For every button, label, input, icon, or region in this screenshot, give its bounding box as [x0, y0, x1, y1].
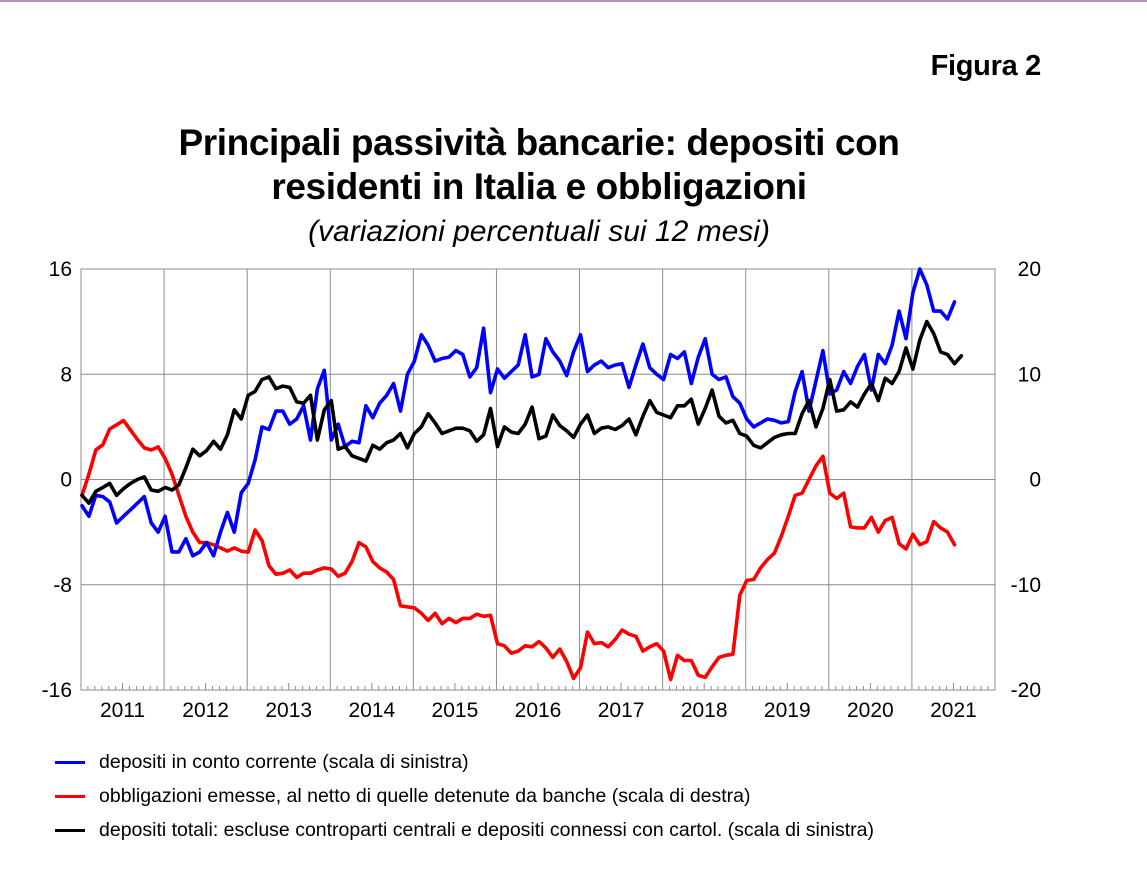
legend-swatch-red [55, 794, 85, 798]
x-tick-label: 2015 [432, 699, 479, 722]
legend: depositi in conto corrente (scala di sin… [55, 745, 874, 847]
x-tick-label: 2013 [265, 699, 312, 722]
x-tick-label: 2017 [598, 699, 645, 722]
series-line-depositi-totali [80, 319, 964, 506]
axis-labels: -16 -8 0 8 16 -20 -10 0 10 20 2011 2012 2013 2014 2015… [42, 258, 1041, 722]
legend-label: depositi in conto corrente (scala di sin… [99, 750, 469, 773]
x-tick-label: 2012 [182, 699, 229, 722]
x-tick-label: 2016 [515, 699, 562, 722]
legend-swatch-blue [55, 760, 85, 764]
legend-label: obbligazioni emesse, al netto di quelle … [99, 784, 751, 807]
series-group [80, 267, 964, 682]
line-chart: -16 -8 0 8 16 -20 -10 0 10 20 2011 2012 2013 2014 2015… [42, 258, 1041, 722]
y-right-tick-label: -10 [1011, 574, 1041, 597]
x-tick-label: 2011 [100, 699, 145, 722]
series-line-depositi-conto-corrente [80, 267, 957, 558]
y-left-tick-label: 16 [49, 258, 72, 281]
x-tick-label: 2014 [348, 699, 395, 722]
x-tick-label: 2018 [681, 699, 728, 722]
legend-item-depositi-totali: depositi totali: escluse controparti cen… [55, 813, 874, 847]
y-left-tick-label: -16 [42, 679, 72, 702]
x-tick-label: 2020 [847, 699, 894, 722]
series-line-obbligazioni [80, 418, 957, 682]
y-left-tick-label: 8 [60, 363, 72, 386]
legend-swatch-black [55, 828, 85, 832]
legend-item-obbligazioni: obbligazioni emesse, al netto di quelle … [55, 779, 874, 813]
y-right-tick-label: -20 [1011, 679, 1041, 702]
chart-title-line2: residenti in Italia e obbligazioni [271, 166, 807, 207]
legend-item-depositi-conto-corrente: depositi in conto corrente (scala di sin… [55, 745, 874, 779]
top-rule [0, 0, 1147, 2]
chart-subtitle: (variazioni percentuali sui 12 mesi) [308, 215, 770, 248]
grid [81, 268, 995, 691]
legend-label: depositi totali: escluse controparti cen… [99, 818, 874, 841]
y-right-tick-label: 0 [1029, 469, 1041, 492]
chart-title-line1: Principali passività bancarie: depositi … [178, 122, 900, 163]
y-left-tick-label: 0 [60, 469, 72, 492]
y-right-tick-label: 10 [1018, 363, 1041, 386]
axes [80, 268, 996, 691]
figure-label: Figura 2 [930, 50, 1042, 82]
x-tick-label: 2019 [764, 699, 811, 722]
y-left-tick-label: -8 [53, 574, 72, 597]
x-tick-label: 2021 [930, 699, 977, 722]
chart-title: Principali passività bancarie: depositi … [0, 121, 1078, 209]
y-right-tick-label: 20 [1018, 258, 1041, 281]
